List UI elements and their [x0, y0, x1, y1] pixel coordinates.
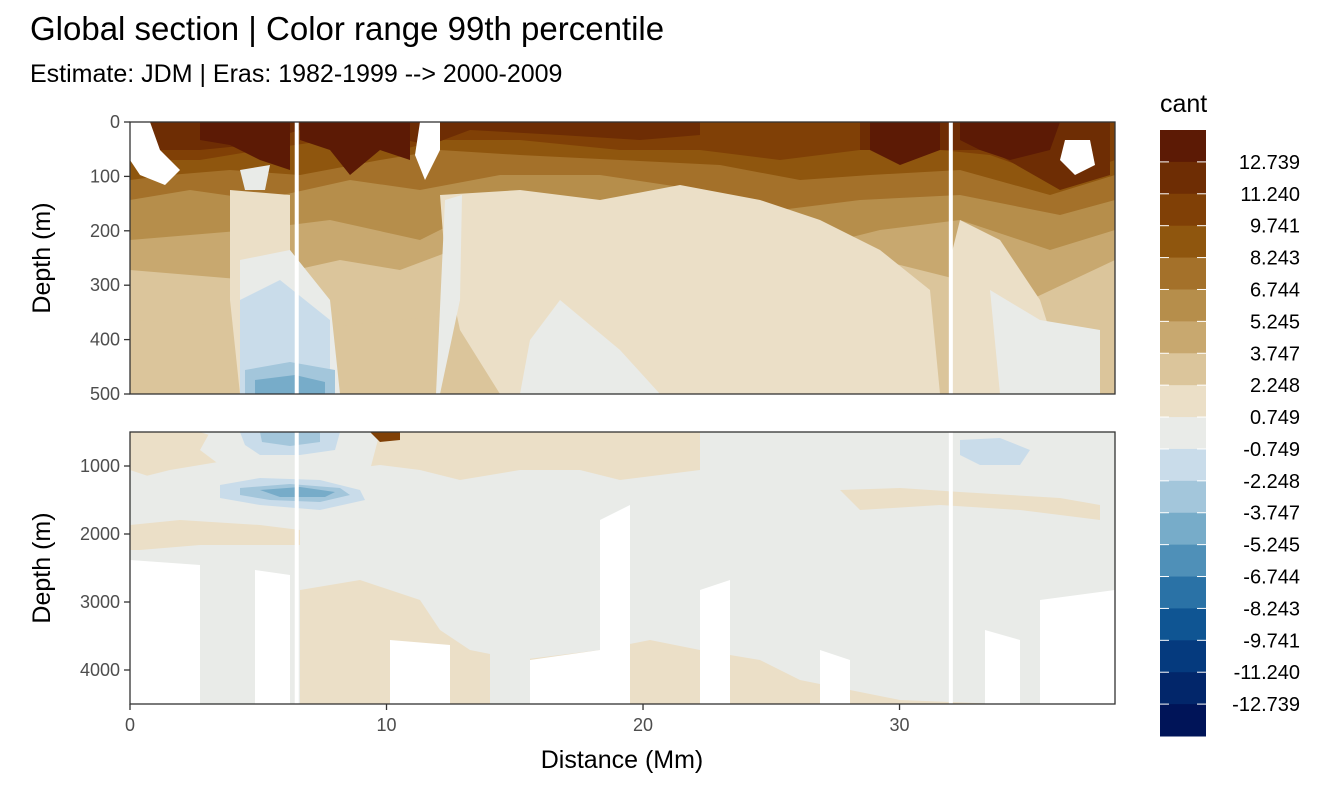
legend-title: cant: [1160, 90, 1207, 118]
chart-title: Global section | Color range 99th percen…: [30, 10, 665, 47]
y-tick-label: 4000: [80, 660, 120, 680]
legend-label: -0.749: [1243, 439, 1300, 461]
upper-field: [130, 122, 1115, 394]
legend-swatch: [1160, 640, 1206, 673]
upper-y-axis: 0 100 200 300 400 500: [90, 112, 130, 404]
upper-void: [130, 122, 180, 185]
lower-void: [390, 640, 450, 704]
lower-void: [700, 580, 730, 704]
upper-region: [960, 122, 1060, 160]
legend-swatch: [1160, 385, 1206, 418]
y-tick-label: 400: [90, 330, 120, 350]
legend-labels: 12.739 11.240 9.741 8.243 6.744 5.245 3.747 2.2…: [1160, 152, 1300, 716]
legend-swatch: [1160, 353, 1206, 386]
lower-region: [370, 432, 400, 442]
y-tick-label: 500: [90, 384, 120, 404]
lower-panel-border: [129, 431, 1116, 705]
legend-swatch: [1160, 512, 1206, 546]
lower-void: [820, 650, 850, 704]
upper-region: [255, 375, 325, 394]
lower-y-axis: 1000 2000 3000 4000: [80, 456, 130, 680]
legend: cant 12.739 11.240 9.741 8.243 6.744 5.245 3.7…: [1160, 90, 1300, 737]
lower-region: [260, 432, 320, 446]
lower-field: [130, 432, 1115, 704]
lower-void: [600, 505, 630, 704]
lower-void: [530, 650, 600, 704]
upper-void: [415, 122, 440, 180]
legend-label: 5.245: [1250, 311, 1300, 333]
legend-swatch: [1160, 130, 1206, 163]
legend-swatch: [1160, 257, 1206, 290]
upper-panel-border: [129, 121, 1116, 395]
lower-region: [130, 520, 300, 550]
legend-label: 2.248: [1250, 375, 1300, 397]
upper-void: [1060, 140, 1095, 175]
legend-label: -6.744: [1243, 567, 1300, 589]
legend-swatch: [1160, 576, 1206, 609]
legend-label: 11.240: [1240, 184, 1300, 206]
legend-label: -9.741: [1243, 630, 1300, 652]
x-tick-label: 20: [633, 715, 653, 735]
legend-label: -5.245: [1243, 535, 1300, 557]
legend-swatch: [1160, 225, 1206, 259]
legend-label: 9.741: [1250, 216, 1300, 238]
legend-label: -3.747: [1243, 503, 1300, 525]
y-tick-label: 2000: [80, 524, 120, 544]
lower-void: [985, 630, 1020, 704]
upper-region: [990, 290, 1100, 394]
y-tick-label: 3000: [80, 592, 120, 612]
legend-colorbar: [1160, 130, 1206, 737]
lower-region: [960, 438, 1030, 465]
upper-region: [436, 195, 462, 394]
upper-panel: 0 100 200 300 400 500: [90, 112, 1116, 404]
legend-swatch: [1160, 321, 1206, 354]
lower-panel: 1000 2000 3000 4000: [80, 431, 1116, 705]
legend-swatch: [1160, 289, 1206, 322]
legend-label: -11.240: [1234, 662, 1300, 684]
legend-swatch: [1160, 704, 1206, 737]
y-tick-label: 300: [90, 275, 120, 295]
chart-subtitle: Estimate: JDM | Eras: 1982-1999 --> 2000…: [30, 60, 563, 88]
legend-label: 8.243: [1250, 248, 1300, 270]
upper-region: [520, 300, 660, 394]
legend-label: 6.744: [1250, 279, 1300, 301]
y-tick-label: 100: [90, 166, 120, 186]
x-tick-label: 10: [376, 715, 396, 735]
upper-region: [240, 165, 270, 190]
legend-label: -8.243: [1243, 598, 1300, 620]
lower-region: [840, 488, 1100, 520]
lower-y-axis-title: Depth (m): [28, 512, 56, 623]
x-tick-label: 30: [890, 715, 910, 735]
upper-region: [300, 122, 410, 175]
x-axis: 0 10 20 30: [125, 704, 910, 735]
legend-swatch: [1160, 544, 1206, 578]
legend-swatch: [1160, 161, 1206, 195]
legend-label: -12.739: [1232, 694, 1300, 716]
lower-region: [490, 642, 530, 704]
lower-void: [130, 560, 200, 704]
legend-label: 12.739: [1239, 152, 1300, 174]
lower-region: [300, 580, 1000, 704]
legend-swatch: [1160, 417, 1206, 450]
legend-swatch: [1160, 448, 1206, 482]
y-tick-label: 200: [90, 221, 120, 241]
legend-label: -2.248: [1243, 471, 1300, 493]
legend-swatch: [1160, 480, 1206, 514]
upper-y-axis-title: Depth (m): [28, 202, 56, 313]
legend-label: 3.747: [1250, 343, 1300, 365]
lower-void: [255, 570, 290, 704]
legend-swatch: [1160, 608, 1206, 641]
x-axis-title: Distance (Mm): [541, 746, 704, 774]
y-tick-label: 0: [110, 112, 120, 132]
lower-void: [1040, 590, 1115, 704]
x-tick-label: 0: [125, 715, 135, 735]
legend-swatch: [1160, 193, 1206, 227]
legend-label: 0.749: [1250, 407, 1300, 429]
legend-swatch: [1160, 672, 1206, 705]
upper-region: [870, 122, 940, 165]
y-tick-label: 1000: [80, 456, 120, 476]
upper-region: [200, 122, 290, 170]
